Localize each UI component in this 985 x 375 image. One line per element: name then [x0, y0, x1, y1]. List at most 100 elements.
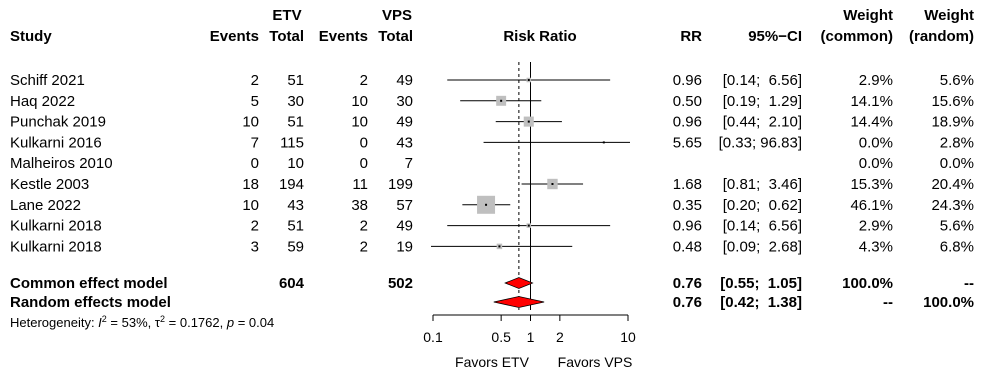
total-vps: 43 [396, 134, 413, 151]
study-name: Kulkarni 2018 [10, 218, 102, 235]
events-vps: 10 [351, 114, 368, 131]
study-rows: Schiff 2021 2 51 2 49 0.96 [0.14; 6.56] 2.9% 5.6… [10, 72, 974, 255]
ci-value: [0.14; 6.56] [723, 72, 802, 89]
header-ci: 95%−CI [748, 28, 802, 45]
weight-random: 15.6% [931, 93, 974, 110]
random-label: Random effects model [10, 294, 171, 311]
header-plot: Risk Ratio [503, 28, 576, 45]
random-weight-common: -- [883, 294, 893, 311]
common-ci: [0.55; 1.05] [720, 275, 802, 292]
table-row: Schiff 2021 2 51 2 49 0.96 [0.14; 6.56] 2.9% 5.6… [10, 72, 974, 89]
header-group1: ETV [272, 7, 301, 24]
total-vps: 49 [396, 114, 413, 131]
study-point [527, 120, 530, 123]
total-vps: 57 [396, 197, 413, 214]
total-etv: 51 [287, 114, 304, 131]
common-weight-common: 100.0% [842, 275, 893, 292]
events-vps: 0 [360, 134, 368, 151]
weight-common: 2.9% [859, 218, 893, 235]
favors-left-label: Favors ETV [455, 354, 530, 370]
study-point [527, 79, 530, 81]
study-name: Kulkarni 2016 [10, 134, 102, 151]
events-etv: 3 [251, 238, 259, 255]
study-point [527, 224, 530, 227]
events-vps: 11 [352, 176, 368, 193]
total-etv: 59 [287, 238, 304, 255]
weight-random: 5.6% [940, 72, 974, 89]
x-tick-label: 0.1 [423, 329, 443, 345]
weight-random: 18.9% [931, 114, 974, 131]
total-vps: 49 [396, 218, 413, 235]
study-point [602, 141, 605, 144]
common-total-vps: 502 [388, 275, 413, 292]
ci-value: [0.19; 1.29] [723, 93, 802, 110]
common-label: Common effect model [10, 275, 168, 292]
total-etv: 30 [287, 93, 304, 110]
events-etv: 7 [251, 134, 259, 151]
rr-value: 0.35 [673, 197, 702, 214]
study-name: Schiff 2021 [10, 72, 85, 89]
weight-common: 2.9% [859, 72, 893, 89]
header-group2: VPS [382, 7, 412, 24]
header-common: (common) [821, 28, 894, 45]
weight-random: 6.8% [940, 238, 974, 255]
total-vps: 30 [396, 93, 413, 110]
table-row: Malheiros 2010 0 10 0 7 0.0% 0.0% [10, 155, 974, 172]
table-row: Punchak 2019 10 51 10 49 0.96 [0.44; 2.10] 14.4… [10, 114, 974, 131]
weight-random: 2.8% [940, 134, 974, 151]
study-point [551, 183, 554, 185]
random-ci: [0.42; 1.38] [720, 294, 802, 311]
events-vps: 2 [360, 72, 368, 89]
study-name: Kulkarni 2018 [10, 238, 102, 255]
events-etv: 2 [251, 72, 259, 89]
ci-value: [0.81; 3.46] [723, 176, 802, 193]
rr-value: 0.50 [673, 93, 702, 110]
table-row: Kulkarni 2018 3 59 2 19 0.48 [0.09; 2.68] 4.3% 6… [10, 238, 974, 255]
plot-area [431, 62, 630, 310]
ci-value: [0.09; 2.68] [723, 238, 802, 255]
events-etv: 2 [251, 218, 259, 235]
common-total-etv: 604 [279, 275, 305, 292]
weight-common: 14.1% [850, 93, 893, 110]
total-etv: 43 [287, 197, 304, 214]
table-row: Haq 2022 5 30 10 30 0.50 [0.19; 1.29] 14.1% 15.6… [10, 93, 974, 110]
ci-value: [0.33; 96.83] [719, 134, 802, 151]
total-vps: 49 [396, 72, 413, 89]
weight-common: 14.4% [850, 114, 893, 131]
events-vps: 0 [360, 155, 368, 172]
total-vps: 19 [396, 238, 413, 255]
header-study: Study [10, 28, 52, 45]
summary-rows: Common effect model 604 502 0.76 [0.55; 1.05… [10, 275, 974, 311]
events-etv: 10 [242, 114, 259, 131]
rr-value: 0.48 [673, 238, 702, 255]
events-etv: 5 [251, 93, 259, 110]
header-rr: RR [680, 28, 702, 45]
x-tick-label: 1 [527, 329, 535, 345]
events-etv: 0 [251, 155, 259, 172]
events-vps: 38 [351, 197, 368, 214]
study-name: Kestle 2003 [10, 176, 89, 193]
events-vps: 2 [360, 218, 368, 235]
study-name: Lane 2022 [10, 197, 81, 214]
study-point [500, 99, 503, 102]
table-row: Kestle 2003 18 194 11 199 1.68 [0.81; 3.46] 15.… [10, 176, 974, 193]
header-random: (random) [909, 28, 974, 45]
study-name: Punchak 2019 [10, 114, 106, 131]
table-row: Lane 2022 10 43 38 57 0.35 [0.20; 0.62] 46.1% 24… [10, 197, 974, 214]
weight-random: 0.0% [940, 155, 974, 172]
x-tick-label: 2 [556, 329, 564, 345]
random-weight-random: 100.0% [923, 294, 974, 311]
events-vps: 10 [351, 93, 368, 110]
study-name: Haq 2022 [10, 93, 75, 110]
rr-value: 0.96 [673, 218, 702, 235]
weight-common: 46.1% [850, 197, 893, 214]
weight-random: 24.3% [931, 197, 974, 214]
header-total-1: Total [269, 28, 304, 45]
common-diamond [504, 277, 534, 289]
random-rr: 0.76 [673, 294, 702, 311]
weight-random: 5.6% [940, 218, 974, 235]
weight-common: 15.3% [850, 176, 893, 193]
total-etv: 51 [287, 218, 304, 235]
random-effects-row: Random effects model 0.76 [0.42; 1.38] -- 10… [10, 294, 974, 311]
